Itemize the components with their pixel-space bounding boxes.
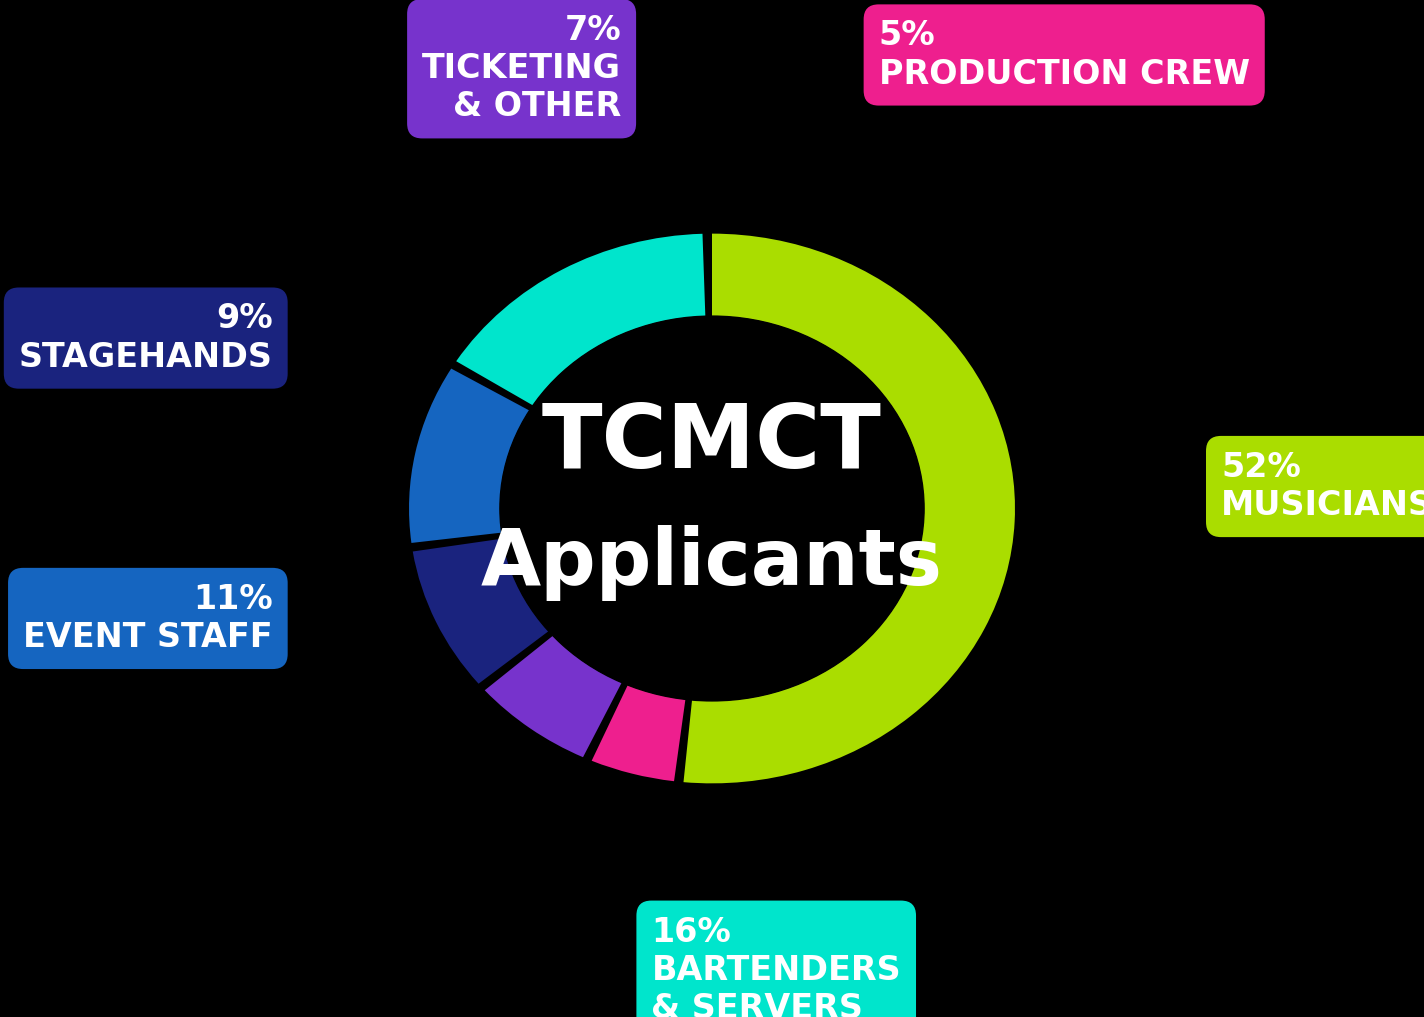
- Text: Applicants: Applicants: [481, 525, 943, 601]
- Text: 9%
STAGEHANDS: 9% STAGEHANDS: [19, 302, 272, 373]
- Text: 5%
PRODUCTION CREW: 5% PRODUCTION CREW: [879, 19, 1250, 91]
- Text: 16%
BARTENDERS
& SERVERS: 16% BARTENDERS & SERVERS: [651, 915, 901, 1017]
- Text: 7%
TICKETING
& OTHER: 7% TICKETING & OTHER: [422, 14, 621, 123]
- Wedge shape: [456, 234, 705, 406]
- Wedge shape: [484, 636, 622, 758]
- Wedge shape: [592, 685, 685, 781]
- Wedge shape: [409, 368, 530, 543]
- Text: 11%
EVENT STAFF: 11% EVENT STAFF: [23, 583, 272, 654]
- Text: TCMCT: TCMCT: [543, 400, 881, 486]
- Text: 52%
MUSICIANS: 52% MUSICIANS: [1220, 451, 1424, 522]
- Wedge shape: [413, 539, 548, 683]
- Circle shape: [500, 316, 924, 701]
- Wedge shape: [684, 234, 1015, 783]
